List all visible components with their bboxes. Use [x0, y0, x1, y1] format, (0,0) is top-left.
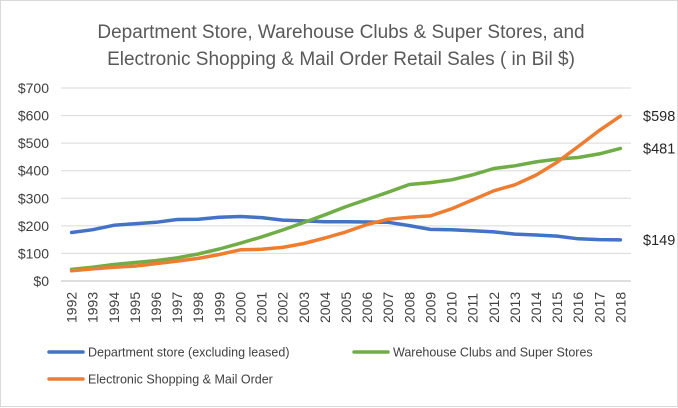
x-tick-label: 2001: [254, 292, 270, 323]
chart-title-line-1: Department Store, Warehouse Clubs & Supe…: [97, 22, 584, 43]
x-tick-label: 2004: [317, 292, 333, 323]
x-tick-label: 1997: [169, 292, 185, 323]
y-tick-label: $600: [18, 108, 49, 124]
series-line-2: [72, 116, 621, 271]
series-lines: [71, 116, 620, 271]
x-tick-label: 2000: [232, 292, 248, 323]
y-tick-label: $400: [18, 163, 49, 179]
x-tick-label: 1999: [211, 292, 227, 323]
y-tick-label: $500: [18, 135, 49, 151]
y-axis-ticks: $0 $100 $200 $300 $400 $500 $600 $700: [18, 80, 49, 289]
x-tick-label: 2012: [486, 292, 502, 323]
x-tick-label: 2018: [612, 292, 628, 323]
y-tick-label: $0: [33, 273, 49, 289]
x-tick-label: 2008: [401, 292, 417, 323]
end-label-2: $598: [643, 109, 675, 125]
y-tick-label: $700: [18, 80, 49, 96]
x-tick-label: 2005: [338, 292, 354, 323]
x-tick-label: 1996: [148, 292, 164, 323]
x-tick-label: 1995: [127, 292, 143, 323]
x-tick-label: 2010: [444, 292, 460, 323]
x-tick-label: 2013: [507, 292, 523, 323]
end-label-1: $481: [643, 141, 675, 157]
x-tick-label: 1994: [106, 292, 122, 323]
x-tick-label: 2011: [465, 293, 481, 323]
x-tick-label: 2007: [380, 292, 396, 323]
x-tick-label: 2009: [422, 292, 438, 323]
x-axis-ticks: 1992 1993 1994 1995 1996 1997 1998 1999 2000 2001…: [64, 292, 629, 323]
legend: Department store (excluding leased) Wareh…: [49, 346, 593, 387]
y-tick-label: $100: [18, 245, 49, 261]
x-tick-label: 2002: [275, 292, 291, 323]
x-tick-label: 2015: [549, 292, 565, 323]
end-labels: $149 $481 $598: [643, 109, 675, 249]
chart-title-line-2: Electronic Shopping & Mail Order Retail …: [107, 49, 575, 70]
legend-label-1: Warehouse Clubs and Super Stores: [393, 346, 593, 360]
gridlines: [61, 88, 631, 281]
x-tick-label: 2003: [296, 292, 312, 323]
end-label-0: $149: [643, 233, 675, 249]
legend-label-2: Electronic Shopping & Mail Order: [88, 373, 273, 387]
x-tick-label: 2014: [528, 292, 544, 323]
x-tick-label: 2016: [570, 292, 586, 323]
series-line-1: [72, 148, 621, 269]
x-tick-label: 1998: [190, 292, 206, 323]
legend-label-0: Department store (excluding leased): [88, 346, 290, 360]
y-tick-label: $200: [18, 218, 49, 234]
series-line-0: [72, 217, 621, 240]
x-tick-label: 1992: [64, 292, 80, 323]
x-tick-label: 2017: [591, 292, 607, 323]
y-tick-label: $300: [18, 190, 49, 206]
x-tick-label: 2006: [359, 292, 375, 323]
x-tick-label: 1993: [85, 292, 101, 323]
